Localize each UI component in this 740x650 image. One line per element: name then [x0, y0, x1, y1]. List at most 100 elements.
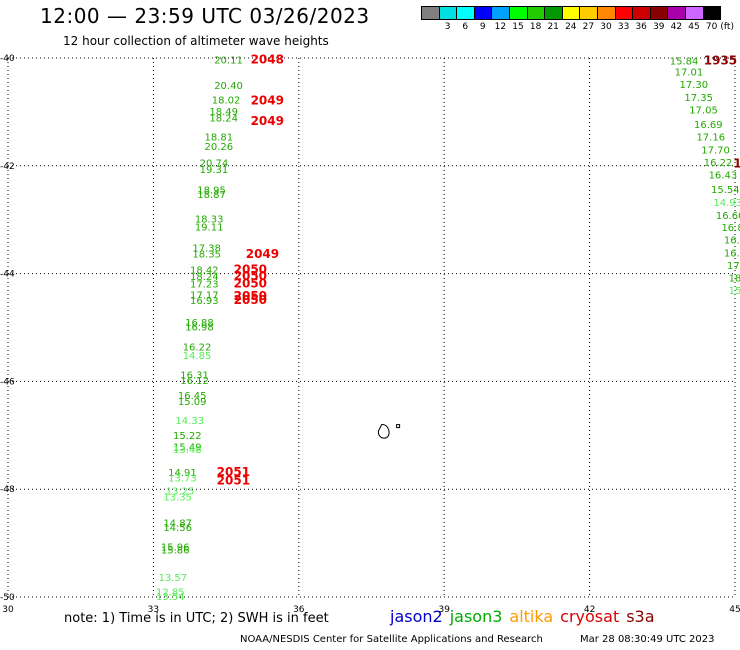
y-tick-label: -48: [0, 485, 15, 495]
wave-height-label: 17.01: [675, 67, 704, 78]
wave-height-label: 14.85: [183, 351, 212, 362]
wave-height-label: 16.69: [694, 120, 723, 131]
wave-height-label: 16.60: [716, 211, 740, 222]
wave-height-label: 15.09: [178, 397, 207, 408]
wave-height-label: 17.30: [679, 80, 708, 91]
wave-height-label: 16.45: [178, 391, 207, 402]
scale-tick-label: 15: [512, 22, 524, 32]
x-tick-label: 33: [148, 605, 159, 615]
wave-height-label: 2050: [234, 276, 267, 290]
wave-height-label: 15.84: [670, 57, 699, 68]
scale-tick-label: 24: [565, 22, 577, 32]
wave-height-label: 15: [729, 286, 740, 297]
wave-height-label: 18.87: [197, 190, 226, 201]
wave-height-label: 13.48: [173, 445, 202, 456]
wave-height-label: 16.31: [180, 370, 209, 381]
wave-height-label: 2049: [251, 94, 284, 108]
wave-height-label: 16.22: [704, 158, 733, 169]
page-title: 12:00 — 23:59 UTC 03/26/2023: [40, 4, 370, 28]
wave-height-label: 19.31: [200, 165, 229, 176]
satellite-legend: jason2 jason3 altika cryosat s3a: [390, 607, 662, 626]
wave-height-label: 17.: [727, 261, 740, 272]
satellite-label: altika: [509, 607, 554, 626]
wave-height-label: 16.88: [185, 318, 214, 329]
wave-height-label: 15.49: [173, 443, 202, 454]
island-outline: [377, 424, 390, 439]
wave-height-label: 1: [733, 157, 740, 171]
wave-height-label: 2048: [251, 53, 284, 67]
wave-height-label: 16.2: [724, 249, 740, 260]
wave-height-label: 18.95: [197, 186, 226, 197]
wave-height-label: 13.54: [156, 592, 185, 603]
wave-height-label: 15.22: [173, 431, 202, 442]
x-tick-label: 30: [2, 605, 14, 615]
wave-height-label: 17.17: [190, 291, 219, 302]
wave-height-label: 18.24: [190, 272, 219, 283]
scale-tick-label: 42: [670, 22, 683, 32]
wave-height-label: 13.25: [166, 486, 195, 497]
scale-tick-label: 36: [635, 22, 647, 32]
wave-height-label: 16.98: [185, 322, 214, 333]
wave-height-label: 17.16: [696, 133, 725, 144]
wave-height-label: 20.40: [214, 81, 243, 92]
wave-height-label: 13.57: [158, 573, 187, 584]
scale-tick-label: 30: [600, 22, 612, 32]
satellite-label: jason3: [449, 607, 503, 626]
wave-height-label: 14.93: [713, 198, 740, 209]
wave-height-label: 19.11: [195, 223, 224, 234]
y-tick-label: -50: [0, 593, 15, 603]
wave-height-label: 15.54: [711, 185, 740, 196]
wave-height-label: 18.81: [205, 133, 234, 144]
scale-tick-label: 9: [479, 22, 486, 32]
wave-height-label: 20.11: [214, 56, 243, 67]
wave-height-label: 14.56: [163, 523, 192, 534]
wave-height-label: 20.74: [200, 159, 229, 170]
scale-tick-label: 27: [582, 22, 595, 32]
x-tick-label: 36: [293, 605, 305, 615]
wave-height-label: 18.33: [195, 215, 224, 226]
wave-height-label: 2049: [246, 247, 279, 261]
wave-height-label: 2050: [234, 289, 267, 303]
scale-tick-label: 70: [705, 22, 718, 32]
wave-height-label: 20.26: [205, 142, 234, 153]
scale-swatch: [702, 6, 722, 20]
page-subtitle: 12 hour collection of altimeter wave hei…: [63, 34, 329, 48]
x-tick-label: 45: [729, 605, 740, 615]
satellite-label: jason2: [390, 607, 443, 626]
scale-tick-label: 33: [617, 22, 630, 32]
wave-height-label: 14.87: [163, 519, 192, 530]
wave-height-label: 2050: [234, 269, 267, 283]
wave-height-label: 16.93: [190, 296, 219, 307]
wave-height-label: 17.23: [190, 279, 219, 290]
y-tick-label: -42: [0, 162, 15, 172]
wave-height-label: 16.9: [724, 236, 740, 247]
generation-timestamp: Mar 28 08:30:49 UTC 2023: [580, 634, 715, 645]
wave-height-label: 17.35: [684, 93, 713, 104]
satellite-label: s3a: [626, 607, 655, 626]
wave-height-label: 18.42: [190, 265, 219, 276]
scale-tick-label: 45: [688, 22, 700, 32]
wave-height-label: 18.35: [192, 250, 221, 261]
scale-tick-label: 3: [444, 22, 451, 32]
scale-unit: (ft): [720, 22, 734, 32]
wave-height-label: 13.35: [163, 493, 192, 504]
wave-height-label: 16.43: [709, 170, 738, 181]
wave-height-label: 17.70: [701, 146, 730, 157]
scale-tick-label: 18: [529, 22, 542, 32]
wave-height-label: 18: [729, 273, 740, 284]
wave-height-label: 16.8: [721, 223, 740, 234]
y-tick-label: -46: [0, 377, 15, 387]
wave-height-label: 14.91: [168, 468, 197, 479]
wave-height-label: 18.24: [209, 113, 238, 124]
wave-height-label: 16.12: [180, 376, 209, 387]
wave-height-label: 16.22: [183, 342, 212, 353]
scale-tick-label: 21: [547, 22, 559, 32]
scale-tick-label: 6: [462, 22, 469, 32]
y-tick-label: -44: [0, 270, 15, 280]
y-tick-label: -40: [0, 54, 15, 64]
wave-height-label: 2051: [217, 465, 250, 479]
wave-height-label: 18.49: [209, 107, 238, 118]
wave-height-label: 2050: [234, 262, 267, 276]
wave-height-label: 17.38: [192, 244, 221, 255]
